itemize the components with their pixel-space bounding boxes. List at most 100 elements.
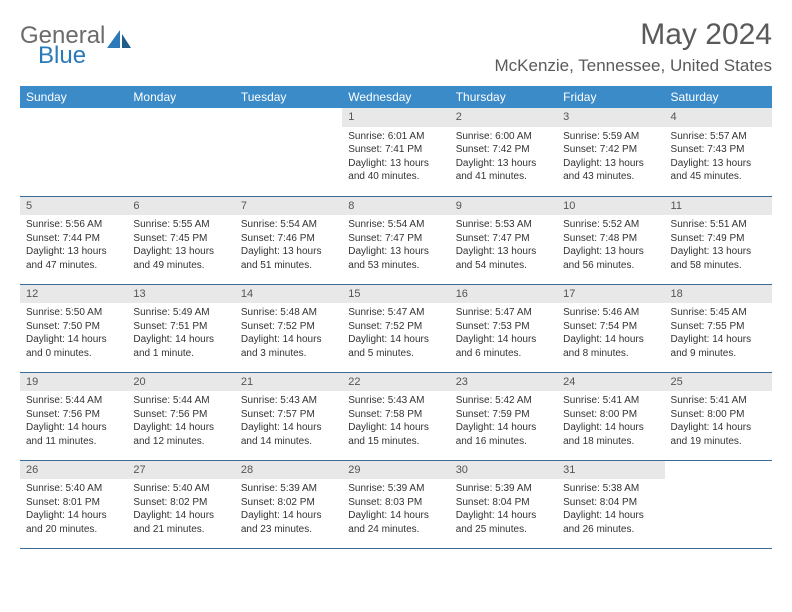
- day-number: 16: [450, 285, 557, 304]
- sunset-text: Sunset: 7:46 PM: [241, 232, 336, 246]
- day-body: Sunrise: 5:59 AMSunset: 7:42 PMDaylight:…: [557, 127, 664, 188]
- sunrise-text: Sunrise: 5:47 AM: [348, 306, 443, 320]
- location: McKenzie, Tennessee, United States: [494, 56, 772, 76]
- sunrise-text: Sunrise: 5:47 AM: [456, 306, 551, 320]
- daylight-text: Daylight: 13 hours and 40 minutes.: [348, 157, 443, 184]
- daylight-text: Daylight: 14 hours and 15 minutes.: [348, 421, 443, 448]
- calendar-cell: 10Sunrise: 5:52 AMSunset: 7:48 PMDayligh…: [557, 196, 664, 284]
- calendar-cell: 16Sunrise: 5:47 AMSunset: 7:53 PMDayligh…: [450, 284, 557, 372]
- day-body: Sunrise: 5:41 AMSunset: 8:00 PMDaylight:…: [665, 391, 772, 452]
- sunrise-text: Sunrise: 5:50 AM: [26, 306, 121, 320]
- sunset-text: Sunset: 7:53 PM: [456, 320, 551, 334]
- sunrise-text: Sunrise: 5:53 AM: [456, 218, 551, 232]
- calendar-cell: .: [127, 108, 234, 196]
- calendar-cell: 5Sunrise: 5:56 AMSunset: 7:44 PMDaylight…: [20, 196, 127, 284]
- sunrise-text: Sunrise: 6:00 AM: [456, 130, 551, 144]
- day-body: Sunrise: 6:00 AMSunset: 7:42 PMDaylight:…: [450, 127, 557, 188]
- sunrise-text: Sunrise: 5:39 AM: [241, 482, 336, 496]
- daylight-text: Daylight: 13 hours and 58 minutes.: [671, 245, 766, 272]
- daylight-text: Daylight: 14 hours and 19 minutes.: [671, 421, 766, 448]
- day-number: 30: [450, 461, 557, 480]
- day-body: Sunrise: 5:57 AMSunset: 7:43 PMDaylight:…: [665, 127, 772, 188]
- calendar-cell: .: [665, 460, 772, 548]
- sunset-text: Sunset: 7:41 PM: [348, 143, 443, 157]
- sunset-text: Sunset: 7:47 PM: [456, 232, 551, 246]
- logo: General Blue: [20, 24, 133, 68]
- calendar-cell: 15Sunrise: 5:47 AMSunset: 7:52 PMDayligh…: [342, 284, 449, 372]
- sunrise-text: Sunrise: 5:56 AM: [26, 218, 121, 232]
- daylight-text: Daylight: 14 hours and 16 minutes.: [456, 421, 551, 448]
- sunset-text: Sunset: 8:00 PM: [563, 408, 658, 422]
- sunset-text: Sunset: 8:02 PM: [241, 496, 336, 510]
- day-number: 3: [557, 108, 664, 127]
- day-number: 4: [665, 108, 772, 127]
- calendar-cell: 21Sunrise: 5:43 AMSunset: 7:57 PMDayligh…: [235, 372, 342, 460]
- sunset-text: Sunset: 8:04 PM: [456, 496, 551, 510]
- sunrise-text: Sunrise: 5:59 AM: [563, 130, 658, 144]
- daylight-text: Daylight: 13 hours and 53 minutes.: [348, 245, 443, 272]
- calendar-week: 5Sunrise: 5:56 AMSunset: 7:44 PMDaylight…: [20, 196, 772, 284]
- sunset-text: Sunset: 7:49 PM: [671, 232, 766, 246]
- day-body: Sunrise: 5:53 AMSunset: 7:47 PMDaylight:…: [450, 215, 557, 276]
- sunrise-text: Sunrise: 5:52 AM: [563, 218, 658, 232]
- calendar-cell: 13Sunrise: 5:49 AMSunset: 7:51 PMDayligh…: [127, 284, 234, 372]
- day-number: 20: [127, 373, 234, 392]
- daylight-text: Daylight: 14 hours and 23 minutes.: [241, 509, 336, 536]
- day-body: Sunrise: 5:47 AMSunset: 7:53 PMDaylight:…: [450, 303, 557, 364]
- calendar-cell: 18Sunrise: 5:45 AMSunset: 7:55 PMDayligh…: [665, 284, 772, 372]
- daylight-text: Daylight: 14 hours and 9 minutes.: [671, 333, 766, 360]
- day-body: Sunrise: 5:41 AMSunset: 8:00 PMDaylight:…: [557, 391, 664, 452]
- sunrise-text: Sunrise: 5:49 AM: [133, 306, 228, 320]
- calendar-cell: 29Sunrise: 5:39 AMSunset: 8:03 PMDayligh…: [342, 460, 449, 548]
- sunrise-text: Sunrise: 5:55 AM: [133, 218, 228, 232]
- day-number: 12: [20, 285, 127, 304]
- daylight-text: Daylight: 13 hours and 45 minutes.: [671, 157, 766, 184]
- calendar-cell: .: [20, 108, 127, 196]
- weekday-row: SundayMondayTuesdayWednesdayThursdayFrid…: [20, 86, 772, 108]
- weekday-header: Wednesday: [342, 86, 449, 108]
- sunset-text: Sunset: 7:50 PM: [26, 320, 121, 334]
- day-number: 17: [557, 285, 664, 304]
- weekday-header: Thursday: [450, 86, 557, 108]
- calendar-cell: 25Sunrise: 5:41 AMSunset: 8:00 PMDayligh…: [665, 372, 772, 460]
- sunset-text: Sunset: 7:42 PM: [563, 143, 658, 157]
- sunset-text: Sunset: 8:03 PM: [348, 496, 443, 510]
- calendar-cell: 22Sunrise: 5:43 AMSunset: 7:58 PMDayligh…: [342, 372, 449, 460]
- day-number: 11: [665, 197, 772, 216]
- weekday-header: Saturday: [665, 86, 772, 108]
- daylight-text: Daylight: 13 hours and 49 minutes.: [133, 245, 228, 272]
- day-number: 28: [235, 461, 342, 480]
- weekday-header: Friday: [557, 86, 664, 108]
- daylight-text: Daylight: 13 hours and 43 minutes.: [563, 157, 658, 184]
- sunrise-text: Sunrise: 5:43 AM: [348, 394, 443, 408]
- sunset-text: Sunset: 7:56 PM: [133, 408, 228, 422]
- day-body: Sunrise: 5:44 AMSunset: 7:56 PMDaylight:…: [20, 391, 127, 452]
- sunrise-text: Sunrise: 5:42 AM: [456, 394, 551, 408]
- day-body: Sunrise: 5:42 AMSunset: 7:59 PMDaylight:…: [450, 391, 557, 452]
- calendar-week: 19Sunrise: 5:44 AMSunset: 7:56 PMDayligh…: [20, 372, 772, 460]
- sunset-text: Sunset: 7:52 PM: [241, 320, 336, 334]
- daylight-text: Daylight: 14 hours and 8 minutes.: [563, 333, 658, 360]
- sunrise-text: Sunrise: 5:41 AM: [563, 394, 658, 408]
- sunset-text: Sunset: 7:52 PM: [348, 320, 443, 334]
- day-body: Sunrise: 5:38 AMSunset: 8:04 PMDaylight:…: [557, 479, 664, 540]
- daylight-text: Daylight: 13 hours and 41 minutes.: [456, 157, 551, 184]
- day-body: Sunrise: 5:54 AMSunset: 7:46 PMDaylight:…: [235, 215, 342, 276]
- day-number: 6: [127, 197, 234, 216]
- day-body: Sunrise: 5:40 AMSunset: 8:02 PMDaylight:…: [127, 479, 234, 540]
- day-body: Sunrise: 5:43 AMSunset: 7:58 PMDaylight:…: [342, 391, 449, 452]
- sunrise-text: Sunrise: 5:46 AM: [563, 306, 658, 320]
- calendar-cell: 2Sunrise: 6:00 AMSunset: 7:42 PMDaylight…: [450, 108, 557, 196]
- sunset-text: Sunset: 7:56 PM: [26, 408, 121, 422]
- day-number: 22: [342, 373, 449, 392]
- day-body: Sunrise: 5:56 AMSunset: 7:44 PMDaylight:…: [20, 215, 127, 276]
- day-body: Sunrise: 5:44 AMSunset: 7:56 PMDaylight:…: [127, 391, 234, 452]
- calendar-cell: 7Sunrise: 5:54 AMSunset: 7:46 PMDaylight…: [235, 196, 342, 284]
- daylight-text: Daylight: 14 hours and 14 minutes.: [241, 421, 336, 448]
- weekday-header: Monday: [127, 86, 234, 108]
- sunrise-text: Sunrise: 5:40 AM: [26, 482, 121, 496]
- daylight-text: Daylight: 14 hours and 25 minutes.: [456, 509, 551, 536]
- sunrise-text: Sunrise: 5:57 AM: [671, 130, 766, 144]
- calendar-cell: 6Sunrise: 5:55 AMSunset: 7:45 PMDaylight…: [127, 196, 234, 284]
- daylight-text: Daylight: 13 hours and 56 minutes.: [563, 245, 658, 272]
